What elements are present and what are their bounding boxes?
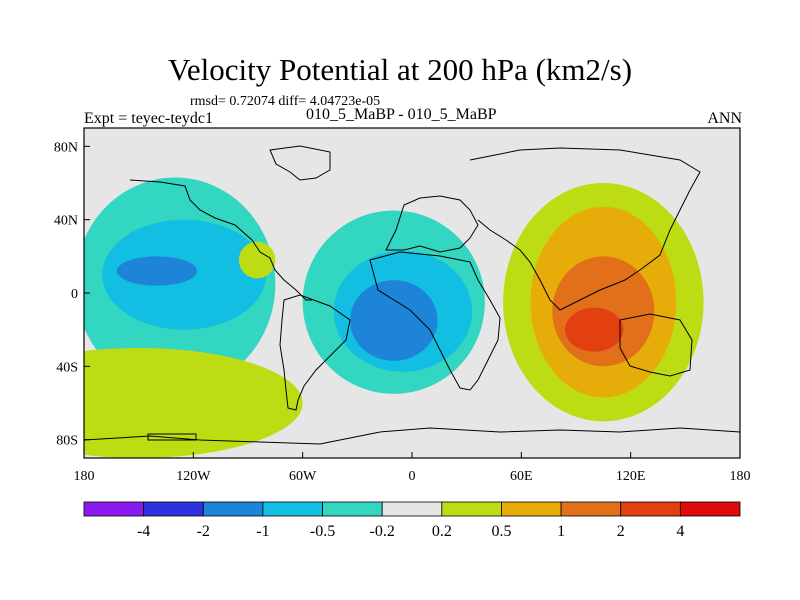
x-tick-label: 180 (730, 469, 751, 484)
y-tick-label: 80S (56, 434, 78, 449)
colorbar-swatch (620, 501, 681, 517)
axis-layer: 180 120W 60W 0 60E 120E 180 80N 40N 0 40S 80S (54, 140, 751, 484)
x-tick-label: 60W (289, 469, 317, 484)
coastline-australia (619, 313, 693, 377)
coastline-africa (369, 251, 501, 391)
x-tick-label: 60E (510, 469, 533, 484)
case-string: 010_5_MaBP - 010_5_MaBP (306, 106, 497, 123)
colorbar: -4 -2 -1 -0.5 -0.2 0.2 0.5 1 2 4 (83, 501, 741, 540)
contour-north-pacific-positive (238, 241, 276, 279)
coastline-greenland (269, 145, 331, 181)
x-tick-label: 120W (176, 469, 211, 484)
colorbar-label: -0.5 (310, 523, 335, 540)
contour-south-pacific-positive (84, 348, 303, 458)
colorbar-swatch (381, 501, 443, 517)
contour-indian-ocean-positive-core (565, 307, 624, 352)
y-tick-label: 40N (54, 214, 78, 229)
season-label: ANN (707, 110, 742, 127)
colorbar-swatch (262, 501, 323, 517)
colorbar-swatch (679, 501, 741, 517)
contour-pacific-east-negative-core (116, 256, 197, 286)
colorbar-swatch (441, 501, 502, 517)
x-tick-label: 120E (616, 469, 646, 484)
colorbar-swatch (560, 501, 622, 517)
coastline-layer (84, 145, 740, 445)
colorbar-swatch (143, 501, 204, 517)
experiment-label: Expt = teyec-teydc1 (84, 110, 213, 127)
y-tick-label: 80N (54, 140, 78, 155)
colorbar-label: 4 (676, 523, 684, 540)
colorbar-swatch (83, 501, 145, 517)
rmsd-stats: rmsd= 0.72074 diff= 4.04723e-05 (190, 94, 381, 109)
colorbar-label: -0.2 (370, 523, 395, 540)
coastline-antarctic-shelf (147, 433, 197, 441)
field-layer (84, 177, 704, 458)
coastline-asia (469, 147, 701, 311)
colorbar-label: -1 (256, 523, 269, 540)
colorbar-swatch (322, 501, 383, 517)
coastline-antarctica (84, 427, 740, 445)
plot-title: Velocity Potential at 200 hPa (km2/s) (167, 52, 633, 87)
contour-atlantic-negative-core (350, 280, 438, 361)
colorbar-label: 0.5 (491, 523, 511, 540)
colorbar-label: -2 (197, 523, 210, 540)
x-tick-label: 0 (409, 469, 416, 484)
colorbar-label: 0.2 (432, 523, 452, 540)
coastline-south-america (279, 294, 351, 411)
x-tick-label: 180 (74, 469, 95, 484)
colorbar-label: -4 (137, 523, 150, 540)
colorbar-swatch (501, 501, 562, 517)
y-tick-label: 40S (56, 360, 78, 375)
colorbar-label: 1 (557, 523, 565, 540)
colorbar-label: 2 (617, 523, 625, 540)
colorbar-swatch (202, 501, 264, 517)
y-tick-label: 0 (71, 287, 78, 302)
coastline-europe (385, 195, 479, 253)
coastline-north-america (129, 179, 312, 301)
